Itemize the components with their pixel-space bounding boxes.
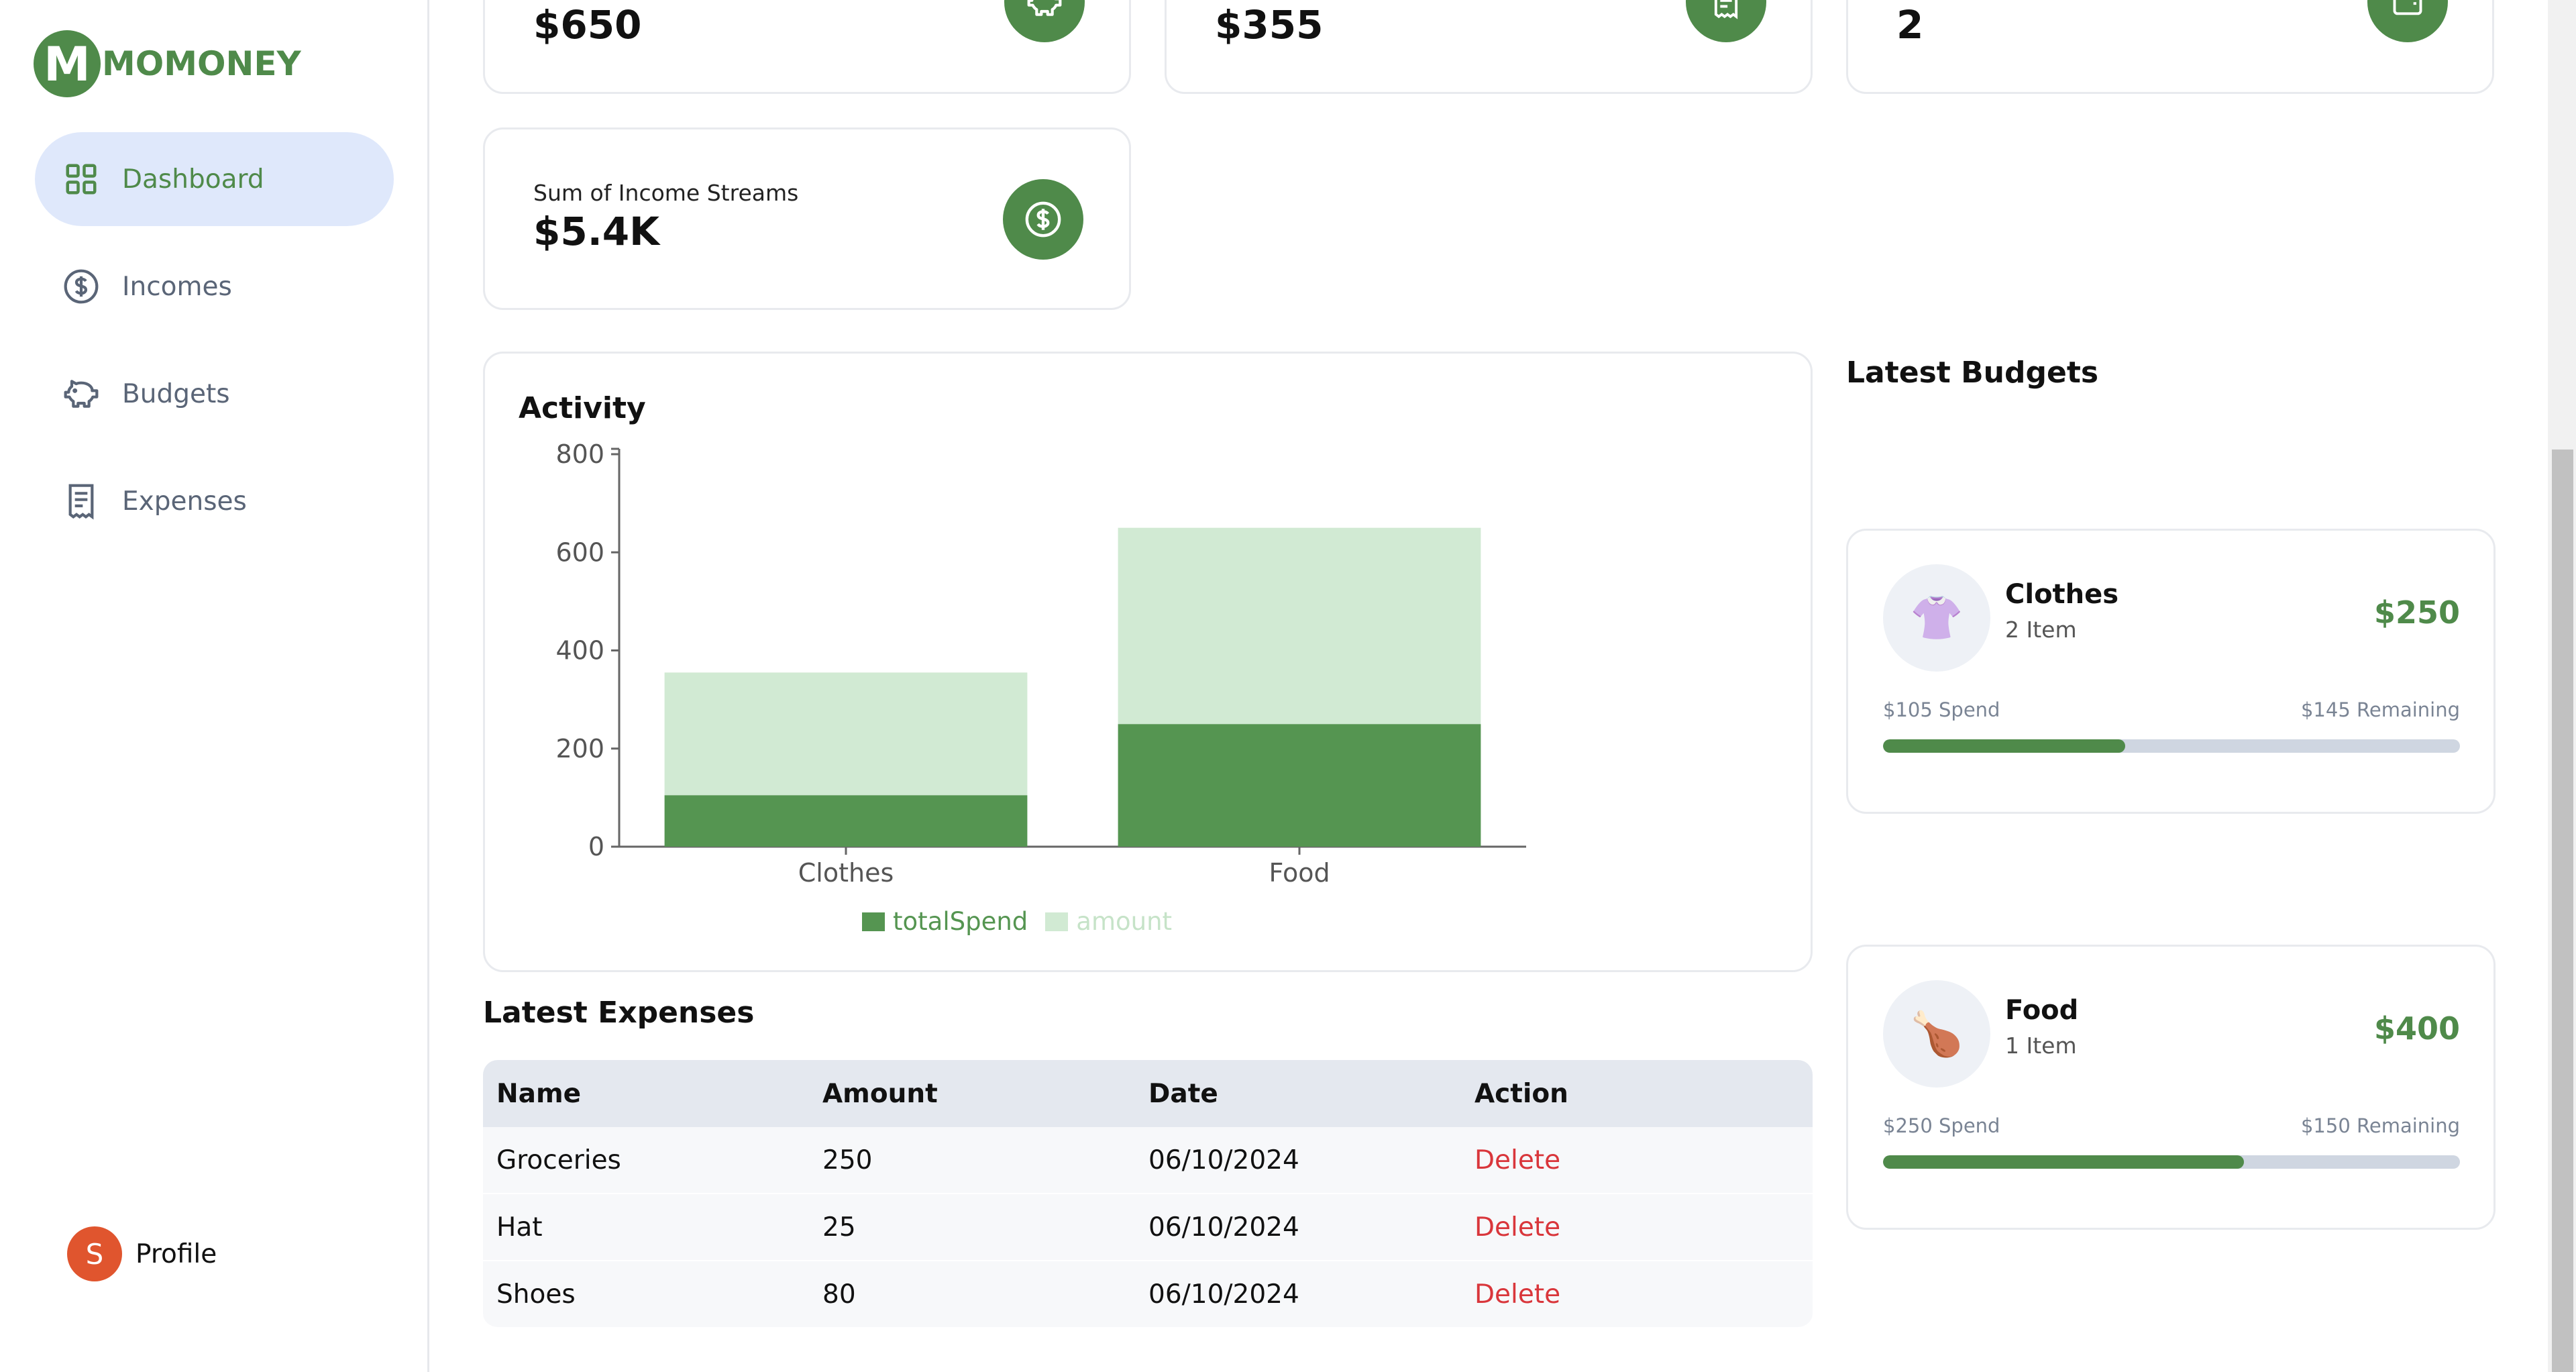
table-row: Hat 25 06/10/2024 Delete: [483, 1194, 1813, 1261]
stat-value: 2: [1896, 2, 1924, 48]
y-tick-label: 200: [555, 734, 604, 763]
column-header: Amount: [822, 1078, 938, 1109]
stat-card-total-spend: $355: [1165, 0, 1813, 94]
budget-amount: $250: [2373, 594, 2460, 631]
latest-expenses-title: Latest Expenses: [483, 996, 755, 1030]
legend-swatch: [1045, 912, 1069, 931]
sidebar-item-label: Dashboard: [122, 164, 264, 195]
y-tick-label: 600: [555, 537, 604, 567]
column-header: Date: [1148, 1078, 1218, 1109]
expense-amount: 250: [822, 1145, 873, 1175]
budget-progress-fill: [1883, 1155, 2244, 1169]
legend-item-amount[interactable]: amount: [1045, 907, 1172, 936]
latest-budgets-title: Latest Budgets: [1846, 356, 2099, 390]
expense-date: 06/10/2024: [1148, 1145, 1299, 1175]
profile-label: Profile: [136, 1238, 217, 1269]
budget-card-clothes[interactable]: 👚 Clothes 2 Item $250 $105 Spend $145 Re…: [1846, 529, 2496, 814]
budget-spend: $250 Spend: [1883, 1114, 2000, 1137]
delete-button[interactable]: Delete: [1474, 1279, 1561, 1310]
scrollbar-thumb[interactable]: [2552, 450, 2573, 1372]
budget-name: Clothes: [2005, 579, 2119, 610]
y-tick-label: 0: [588, 832, 604, 861]
budget-emoji: 👚: [1910, 593, 1964, 643]
stat-value: $5.4K: [533, 209, 660, 254]
shirt-icon: 👚: [1883, 564, 1990, 672]
chart-title: Activity: [519, 391, 646, 425]
app-logo[interactable]: M MOMONEY: [34, 30, 301, 97]
logo-text: MOMONEY: [102, 44, 301, 83]
sidebar-item-incomes[interactable]: Incomes: [35, 240, 394, 333]
sidebar-item-label: Budgets: [122, 378, 230, 409]
stat-card-total-budget: $650: [483, 0, 1131, 94]
budget-emoji: 🍗: [1910, 1009, 1964, 1059]
budget-progress-bar: [1883, 1155, 2460, 1169]
expense-date: 06/10/2024: [1148, 1279, 1299, 1310]
budget-progress-fill: [1883, 739, 2126, 753]
legend-swatch: [862, 912, 885, 931]
budget-progress-bar: [1883, 739, 2460, 753]
expense-name: Shoes: [496, 1279, 576, 1310]
y-tick-label: 800: [555, 439, 604, 469]
receipt-icon: [62, 482, 101, 521]
stat-card-income-streams: Sum of Income Streams $5.4K: [483, 127, 1131, 310]
wallet-icon: [2367, 0, 2448, 42]
expense-amount: 80: [822, 1279, 856, 1310]
stat-value: $650: [533, 2, 642, 48]
budget-amount: $400: [2373, 1010, 2460, 1047]
legend-item-totalspend[interactable]: totalSpend: [862, 907, 1028, 936]
stat-card-budget-count: 2: [1846, 0, 2494, 94]
piggy-bank-icon: [62, 374, 101, 413]
budget-card-food[interactable]: 🍗 Food 1 Item $400 $250 Spend $150 Remai…: [1846, 945, 2496, 1230]
logo-mark-icon: M: [34, 30, 101, 97]
expense-date: 06/10/2024: [1148, 1212, 1299, 1243]
legend-label: amount: [1076, 907, 1173, 936]
x-tick-label: Clothes: [798, 858, 894, 888]
dashboard-grid-icon: [62, 160, 101, 199]
bar-totalspend-clothes: [664, 795, 1028, 847]
expense-name: Groceries: [496, 1145, 621, 1175]
sidebar-item-label: Expenses: [122, 486, 247, 517]
bar-amount-clothes: [664, 672, 1028, 796]
sidebar-item-label: Incomes: [122, 271, 232, 302]
expense-name: Hat: [496, 1212, 543, 1243]
stat-value: $355: [1215, 2, 1324, 48]
activity-card: Activity 0 200 400 600 800 Clothes Food totalS…: [483, 352, 1813, 972]
sidebar-item-budgets[interactable]: Budgets: [35, 347, 394, 441]
legend-label: totalSpend: [893, 907, 1028, 936]
budget-spend: $105 Spend: [1883, 698, 2000, 721]
expense-amount: 25: [822, 1212, 856, 1243]
bar-totalspend-food: [1118, 724, 1481, 847]
sidebar-item-dashboard[interactable]: Dashboard: [35, 132, 394, 226]
table-row: Shoes 80 06/10/2024 Delete: [483, 1261, 1813, 1328]
profile-button[interactable]: S Profile: [67, 1226, 217, 1281]
logo-letter: M: [44, 37, 91, 92]
budget-name: Food: [2005, 995, 2079, 1026]
sidebar-item-expenses[interactable]: Expenses: [35, 454, 394, 548]
table-row: Groceries 250 06/10/2024 Delete: [483, 1127, 1813, 1194]
receipt-icon: [1686, 0, 1766, 42]
bar-amount-food: [1118, 527, 1481, 725]
delete-button[interactable]: Delete: [1474, 1145, 1561, 1175]
activity-chart: 0 200 400 600 800 Clothes Food: [555, 439, 1526, 888]
stat-label: Sum of Income Streams: [533, 180, 799, 206]
budget-item-count: 2 Item: [2005, 617, 2077, 643]
avatar: S: [67, 1226, 122, 1281]
budget-item-count: 1 Item: [2005, 1033, 2077, 1059]
y-tick-label: 400: [555, 636, 604, 666]
expenses-table: Name Amount Date Action Groceries 250 06…: [483, 1060, 1813, 1328]
budget-remaining: $150 Remaining: [2300, 1114, 2460, 1137]
delete-button[interactable]: Delete: [1474, 1212, 1561, 1243]
column-header: Name: [496, 1078, 582, 1109]
drumstick-icon: 🍗: [1883, 980, 1990, 1088]
column-header: Action: [1474, 1078, 1568, 1109]
budget-remaining: $145 Remaining: [2300, 698, 2460, 721]
table-header: Name Amount Date Action: [483, 1060, 1813, 1127]
dollar-circle-icon: [1003, 179, 1083, 260]
x-tick-label: Food: [1269, 858, 1330, 888]
dollar-circle-icon: [62, 267, 101, 306]
chart-legend: totalSpend amount: [862, 907, 1189, 936]
piggy-bank-icon: [1004, 0, 1085, 42]
sidebar: M MOMONEY Dashboard Incomes Budgets Expe…: [0, 0, 429, 1372]
